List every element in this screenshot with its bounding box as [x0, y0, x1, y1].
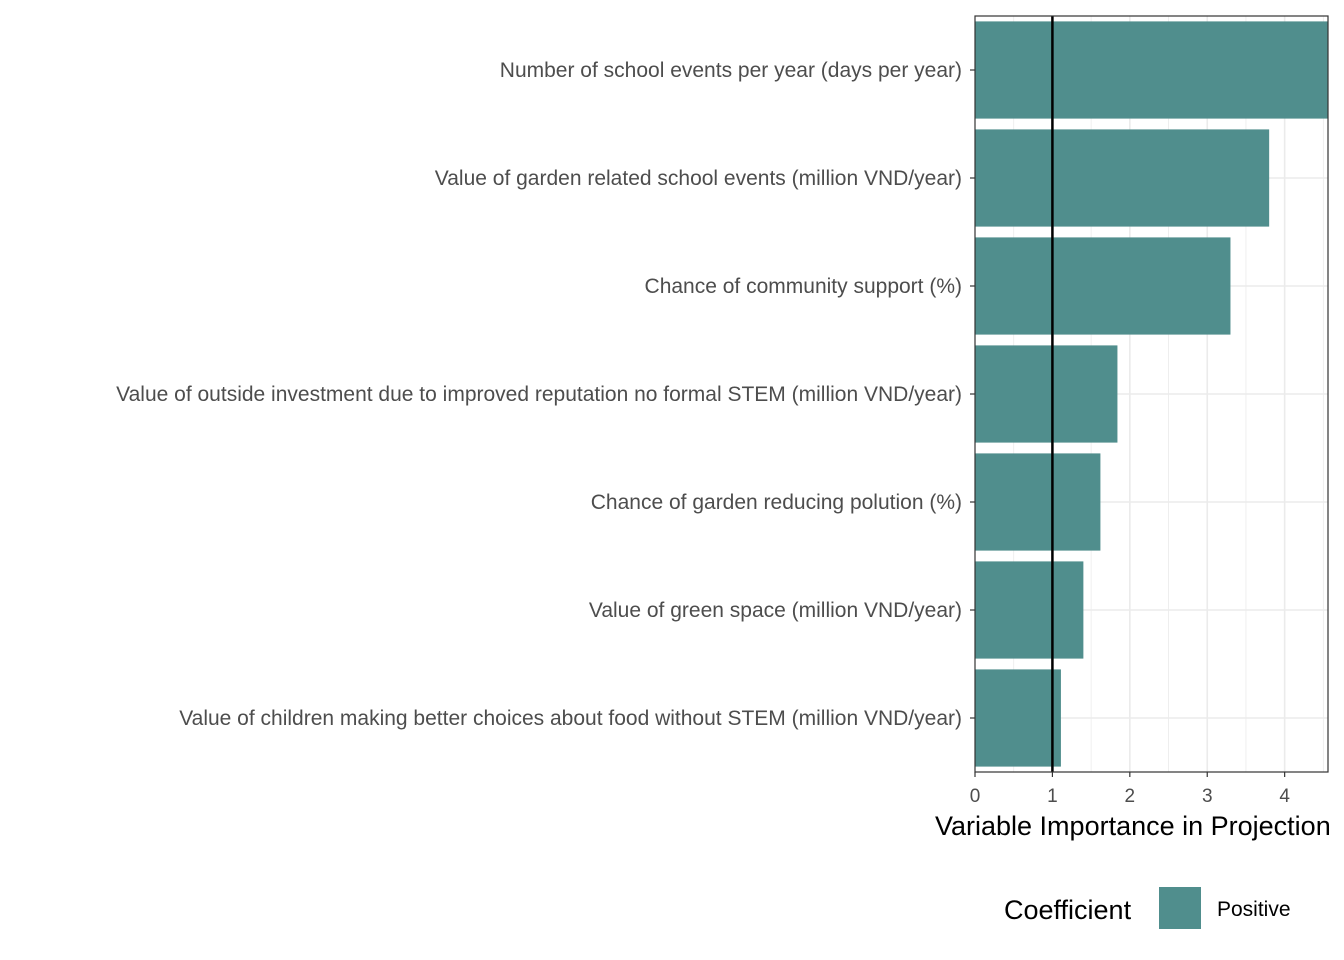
x-tick-label: 1: [1047, 786, 1058, 807]
bar: [975, 669, 1061, 767]
x-tick-label: 0: [970, 786, 981, 807]
bars: [975, 21, 1328, 767]
bar: [975, 453, 1101, 551]
bar: [975, 129, 1270, 227]
category-label: Chance of garden reducing polution (%): [591, 491, 962, 514]
legend-title: Coefficient: [1004, 895, 1132, 925]
x-axis: 0 1 2 3 4: [970, 772, 1290, 807]
category-label: Value of outside investment due to impro…: [116, 383, 962, 406]
bar: [975, 561, 1084, 659]
x-tick-label: 3: [1202, 786, 1213, 807]
bar: [975, 21, 1328, 119]
bar: [975, 237, 1231, 335]
x-tick-label: 4: [1279, 786, 1290, 807]
x-tick-label: 2: [1125, 786, 1136, 807]
category-label: Number of school events per year (days p…: [500, 59, 962, 82]
legend-label-positive: Positive: [1217, 898, 1291, 921]
bar: [975, 345, 1118, 443]
category-label: Value of garden related school events (m…: [435, 167, 962, 190]
category-label: Chance of community support (%): [645, 275, 962, 298]
category-label: Value of children making better choices …: [179, 707, 962, 730]
legend: Coefficient Positive: [1004, 887, 1291, 929]
x-axis-title: Variable Importance in Projection: [935, 811, 1331, 841]
legend-key-positive: [1159, 887, 1201, 929]
y-axis: Number of school events per year (days p…: [116, 59, 975, 730]
category-label: Value of green space (million VND/year): [589, 599, 962, 622]
